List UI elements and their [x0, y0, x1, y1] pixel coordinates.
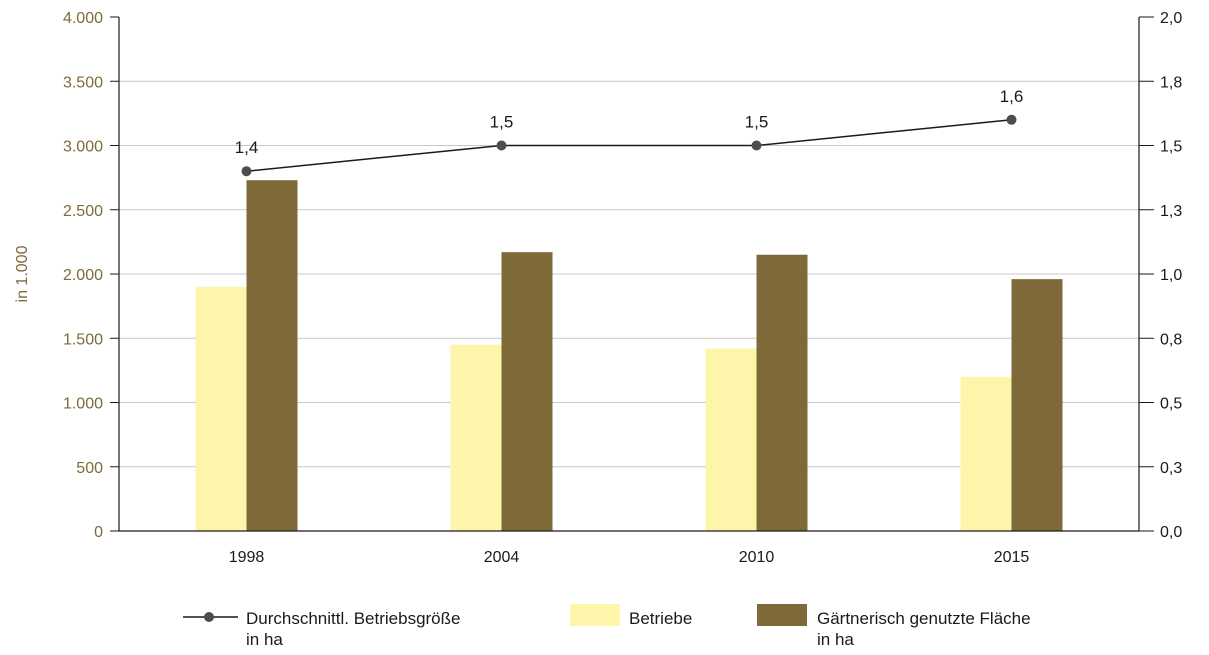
bar-betriebe: [705, 348, 757, 531]
right-tick-label: 0,0: [1160, 524, 1182, 541]
left-tick-label: 4.000: [63, 10, 103, 27]
y-axis-title: in 1.000: [14, 245, 31, 302]
legend-flaeche-label: Gärtnerisch genutzte Fläche: [817, 609, 1031, 628]
line-marker: [1006, 114, 1017, 125]
left-tick-label: 3.500: [63, 74, 103, 91]
line-data-label: 1,6: [1000, 87, 1024, 106]
right-tick-label: 0,8: [1160, 331, 1182, 348]
legend-line-label-unit: in ha: [246, 630, 283, 649]
legend-flaeche-swatch: [757, 604, 807, 626]
bar-flaeche: [756, 254, 808, 531]
x-tick-label: 2015: [994, 549, 1030, 566]
x-tick-label: 2004: [484, 549, 520, 566]
average-size-line: 1,4 1,5 1,5 1,6: [235, 87, 1024, 177]
line-data-label: 1,5: [490, 113, 514, 132]
right-tick-label: 1,3: [1160, 203, 1182, 220]
legend: Durchschnittl. Betriebsgröße in ha Betri…: [183, 604, 1031, 649]
bar-betriebe: [960, 376, 1012, 531]
line-marker: [751, 140, 762, 151]
line-marker: [241, 166, 252, 177]
bar-flaeche: [501, 252, 553, 531]
right-tick-label: 2,0: [1160, 10, 1182, 27]
line-data-label: 1,4: [235, 138, 259, 157]
line-data-label: 1,5: [745, 113, 769, 132]
line-path: [246, 119, 1012, 172]
x-tick-label: 1998: [229, 549, 265, 566]
left-tick-label: 1.500: [63, 331, 103, 348]
right-tick-label: 0,5: [1160, 396, 1182, 413]
left-tick-label: 500: [76, 460, 103, 477]
legend-betriebe-label: Betriebe: [629, 609, 692, 628]
right-tick-label: 1,0: [1160, 267, 1182, 284]
legend-line-label: Durchschnittl. Betriebsgröße: [246, 609, 460, 628]
left-tick-label: 2.500: [63, 203, 103, 220]
bars: [195, 180, 1063, 531]
legend-flaeche-label-unit: in ha: [817, 630, 854, 649]
tick-labels: 0 500 1.000 1.500 2.000 2.500 3.000 3.500 4.000 0…: [63, 10, 1182, 566]
bar-betriebe: [195, 286, 247, 531]
legend-betriebe-swatch: [570, 604, 620, 626]
bar-betriebe: [450, 344, 502, 531]
bar-flaeche: [246, 180, 298, 531]
legend-line-marker: [204, 612, 214, 622]
right-tick-label: 1,8: [1160, 74, 1182, 91]
left-tick-label: 2.000: [63, 267, 103, 284]
right-tick-label: 1,5: [1160, 139, 1182, 156]
right-tick-label: 0,3: [1160, 460, 1182, 477]
bar-flaeche: [1011, 279, 1063, 531]
left-tick-label: 3.000: [63, 139, 103, 156]
x-tick-label: 2010: [739, 549, 775, 566]
line-marker: [496, 140, 507, 151]
left-tick-label: 0: [94, 524, 103, 541]
left-tick-label: 1.000: [63, 396, 103, 413]
